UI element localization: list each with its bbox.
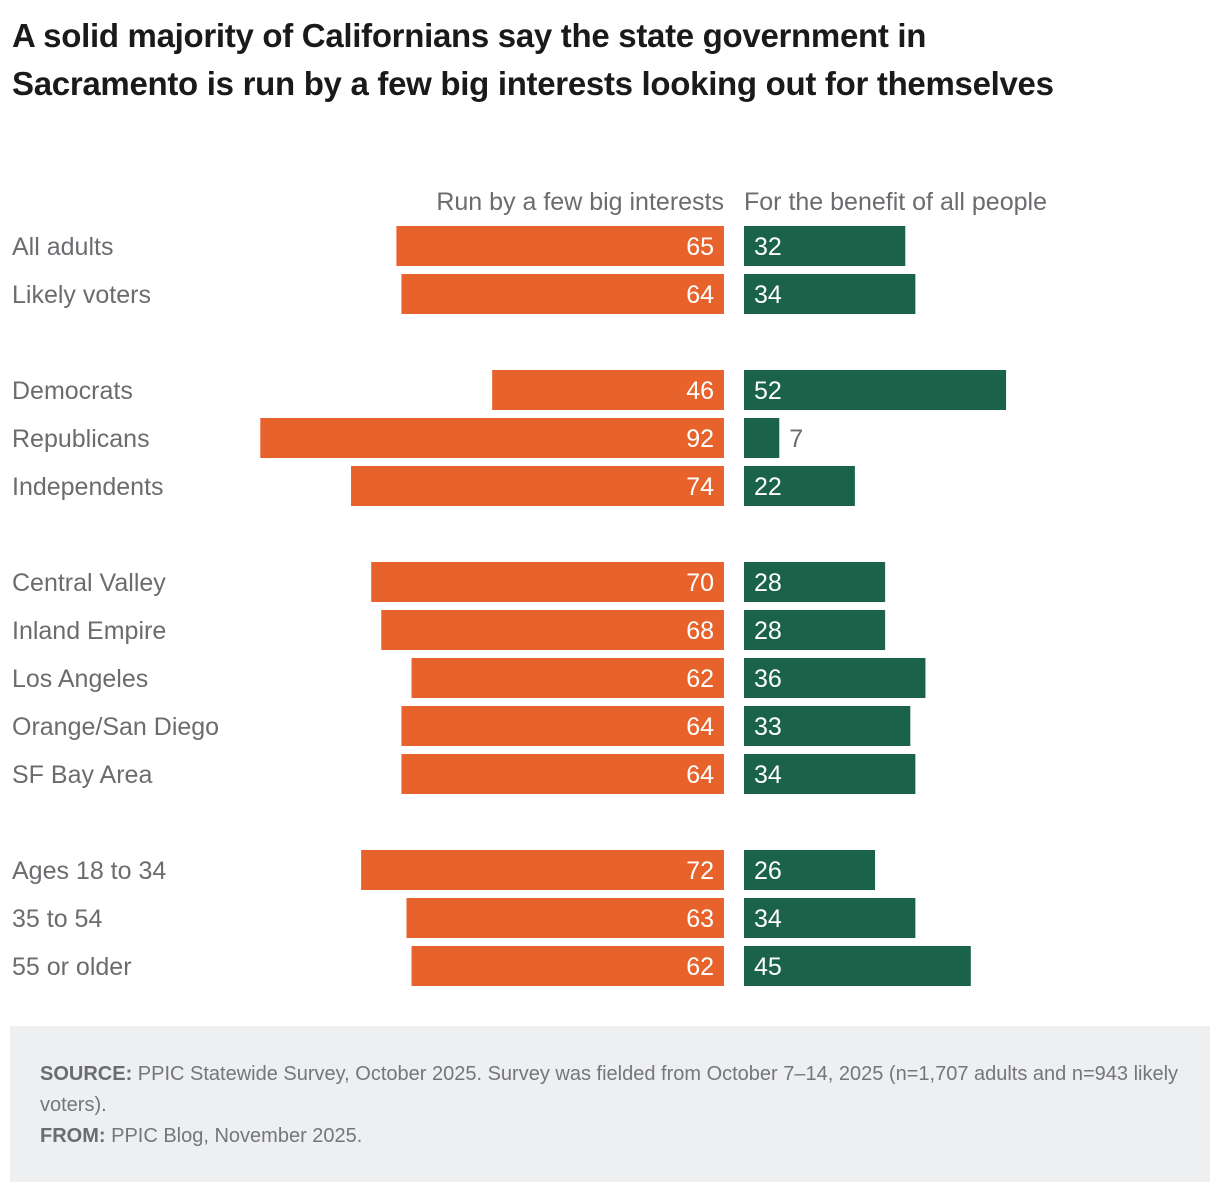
category-label: Los Angeles	[12, 665, 148, 693]
value-label-benefit-all: 22	[754, 473, 782, 501]
bar-run-by-few	[401, 754, 724, 794]
value-label-benefit-all: 45	[754, 953, 782, 981]
bar-benefit-all	[744, 226, 906, 266]
value-label-benefit-all: 52	[754, 377, 782, 405]
category-label: Inland Empire	[12, 617, 166, 645]
category-label: All adults	[12, 233, 113, 261]
bar-benefit-all	[744, 274, 916, 314]
bar-benefit-all	[744, 898, 916, 938]
value-label-run-by-few: 72	[686, 857, 714, 885]
value-label-benefit-all: 34	[754, 281, 782, 309]
value-label-run-by-few: 65	[686, 233, 714, 261]
value-label-benefit-all: 32	[754, 233, 782, 261]
value-label-run-by-few: 62	[686, 953, 714, 981]
legend-run-by-few: Run by a few big interests	[436, 188, 724, 216]
source-label: SOURCE:	[40, 1063, 133, 1085]
value-label-run-by-few: 70	[686, 569, 714, 597]
value-label-benefit-all: 7	[789, 425, 803, 453]
value-label-benefit-all: 33	[754, 713, 782, 741]
category-label: Independents	[12, 473, 164, 501]
category-label: Orange/San Diego	[12, 713, 219, 741]
value-label-run-by-few: 46	[686, 377, 714, 405]
bar-benefit-all	[744, 850, 876, 890]
category-label: Republicans	[12, 425, 150, 453]
value-label-benefit-all: 34	[754, 761, 782, 789]
category-label: SF Bay Area	[12, 761, 152, 789]
category-label: 55 or older	[12, 953, 132, 981]
bar-benefit-all	[744, 370, 1007, 410]
value-label-benefit-all: 28	[754, 569, 782, 597]
bar-run-by-few	[401, 706, 724, 746]
bar-run-by-few	[396, 226, 724, 266]
bar-benefit-all	[744, 466, 855, 506]
bar-benefit-all	[744, 562, 886, 602]
value-label-run-by-few: 92	[686, 425, 714, 453]
value-label-run-by-few: 68	[686, 617, 714, 645]
value-label-benefit-all: 34	[754, 905, 782, 933]
category-label: Ages 18 to 34	[12, 857, 166, 885]
bar-run-by-few	[260, 418, 724, 458]
bar-benefit-all	[744, 418, 780, 458]
bar-run-by-few	[492, 370, 724, 410]
bar-run-by-few	[351, 466, 724, 506]
bar-benefit-all	[744, 706, 911, 746]
bar-benefit-all	[744, 658, 926, 698]
source-note: SOURCE: PPIC Statewide Survey, October 2…	[40, 1059, 1180, 1121]
chart-title: A solid majority of Californians say the…	[12, 17, 1054, 102]
value-label-benefit-all: 26	[754, 857, 782, 885]
category-label: Democrats	[12, 377, 133, 405]
legend-benefit-all: For the benefit of all people	[744, 188, 1047, 216]
from-text: PPIC Blog, November 2025.	[105, 1125, 363, 1147]
bar-run-by-few	[381, 610, 724, 650]
source-footer: SOURCE: PPIC Statewide Survey, October 2…	[10, 1026, 1210, 1182]
bar-benefit-all	[744, 754, 916, 794]
from-note: FROM: PPIC Blog, November 2025.	[40, 1121, 1180, 1152]
value-label-benefit-all: 36	[754, 665, 782, 693]
value-label-run-by-few: 64	[686, 281, 714, 309]
value-label-run-by-few: 74	[686, 473, 714, 501]
source-text: PPIC Statewide Survey, October 2025. Sur…	[40, 1063, 1179, 1116]
value-label-run-by-few: 63	[686, 905, 714, 933]
diverging-bar-chart: Run by a few big interests For the benefi…	[12, 188, 1047, 986]
category-label: Likely voters	[12, 281, 151, 309]
bar-run-by-few	[406, 898, 724, 938]
category-label: 35 to 54	[12, 905, 102, 933]
category-label: Central Valley	[12, 569, 166, 597]
bar-run-by-few	[411, 658, 724, 698]
bar-benefit-all	[744, 946, 971, 986]
bar-run-by-few	[361, 850, 724, 890]
value-label-benefit-all: 28	[754, 617, 782, 645]
bar-benefit-all	[744, 610, 886, 650]
bar-run-by-few	[411, 946, 724, 986]
bar-run-by-few	[401, 274, 724, 314]
value-label-run-by-few: 62	[686, 665, 714, 693]
value-label-run-by-few: 64	[686, 761, 714, 789]
bar-run-by-few	[371, 562, 724, 602]
value-label-run-by-few: 64	[686, 713, 714, 741]
from-label: FROM:	[40, 1125, 106, 1147]
